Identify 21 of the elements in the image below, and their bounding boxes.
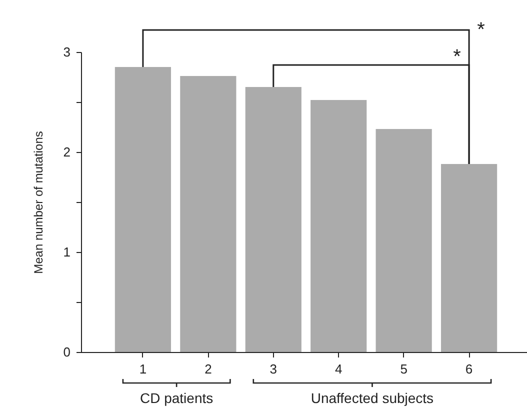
- y-tick-label: 0: [63, 344, 70, 360]
- x-tick-label: 5: [400, 362, 408, 376]
- bar: [245, 87, 302, 352]
- text: Unaffected subjects: [310, 390, 434, 406]
- x-tick-label: 3: [270, 362, 278, 376]
- y-tick-label: 3: [63, 44, 70, 60]
- x-tick-label: 6: [465, 362, 473, 376]
- x-tick-label: 2: [204, 362, 212, 376]
- text: CD patients: [140, 390, 214, 406]
- significance-bracket: *: [272, 46, 470, 164]
- bar: [114, 67, 171, 352]
- y-axis-title: Mean number of mutations: [31, 131, 46, 274]
- y-tick-label: 2: [63, 144, 70, 160]
- annotation: *: [453, 46, 462, 68]
- y-tick-label: 1: [63, 244, 70, 260]
- x-tick-label: 1: [139, 362, 147, 376]
- x-tick-label: 4: [334, 362, 342, 376]
- bar: [376, 129, 432, 352]
- bar: [310, 100, 367, 352]
- bar: [441, 164, 498, 352]
- bar: [180, 76, 236, 352]
